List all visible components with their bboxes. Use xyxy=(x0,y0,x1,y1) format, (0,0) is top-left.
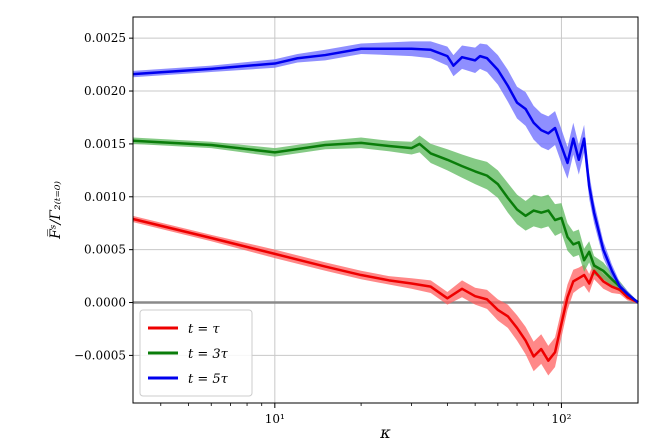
y-tick-label: −0.0005 xyxy=(74,348,126,362)
line-series-2 xyxy=(132,139,639,304)
legend-label-series-2: t = 3τ xyxy=(188,347,229,362)
y-tick-label: 0.0015 xyxy=(84,137,126,151)
plot-area-frame xyxy=(132,16,639,404)
x-tick-label: 10¹ xyxy=(265,412,285,426)
y-tick-label: 0.0000 xyxy=(84,296,126,310)
axis-ticks: −0.0005 0.0000 0.0005 0.0010 0.0015 0.0020 0.0… xyxy=(74,31,572,426)
series-lines xyxy=(132,47,639,362)
y-tick-label: 0.0005 xyxy=(84,243,126,257)
legend-box xyxy=(139,309,253,397)
line-series-3 xyxy=(132,47,639,304)
error-band-series-2 xyxy=(133,135,638,304)
x-axis-label: κ xyxy=(379,423,391,442)
y-tick-label: 0.0025 xyxy=(84,31,126,45)
y-tick-label: 0.0010 xyxy=(84,190,126,204)
line-series-1 xyxy=(132,217,639,362)
x-tick-label: 10² xyxy=(551,412,571,426)
legend-label-series-1: t = τ xyxy=(188,322,220,337)
y-tick-label: 0.0020 xyxy=(84,84,126,98)
legend-entries: t = τ t = 3τ t = 5τ xyxy=(148,322,229,387)
error-band-series-3 xyxy=(133,41,638,304)
y-axis-label: F̅ˢ/Γ̅₂₍ₜ₌₀₎ xyxy=(45,181,64,240)
legend: t = τ t = 3τ t = 5τ xyxy=(139,309,253,397)
legend-label-series-3: t = 5τ xyxy=(188,372,229,387)
